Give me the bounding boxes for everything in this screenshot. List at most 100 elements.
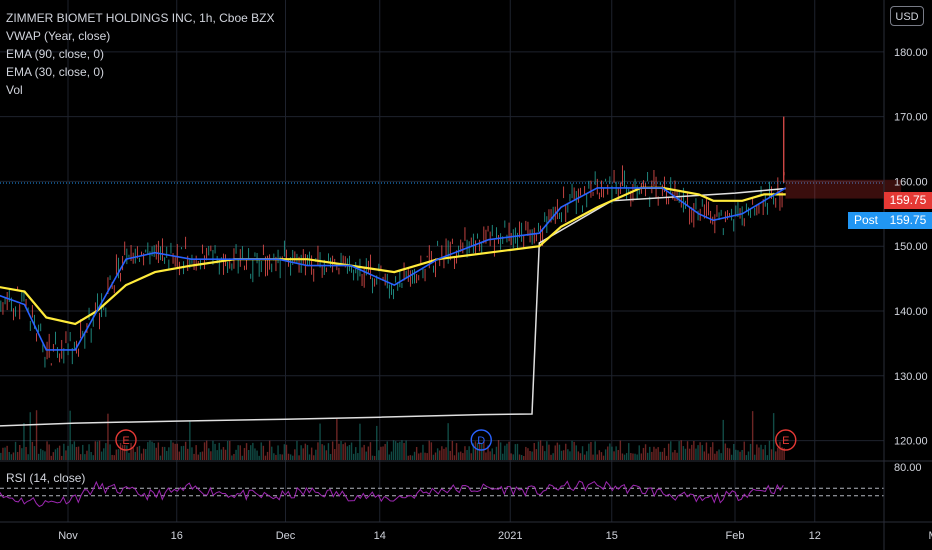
volume-bar: [155, 447, 157, 460]
volume-bar: [609, 443, 611, 460]
volume-bar: [166, 450, 168, 460]
volume-bar: [25, 446, 27, 460]
volume-bar: [394, 441, 397, 460]
volume-bar: [237, 445, 239, 460]
volume-bar: [539, 440, 542, 460]
volume-bar: [369, 442, 372, 460]
indicator-volume-label[interactable]: Vol: [6, 83, 23, 97]
volume-bar: [0, 452, 2, 460]
volume-bar: [770, 449, 773, 460]
volume-bar: [436, 448, 439, 460]
volume-bar: [216, 450, 218, 460]
volume-bar: [69, 410, 71, 460]
volume-bar: [56, 447, 59, 460]
volume-bar: [481, 442, 483, 460]
volume-bar: [113, 455, 115, 460]
volume-bar: [592, 454, 594, 460]
volume-bar: [600, 452, 603, 460]
earnings-marker-circle: [115, 429, 137, 451]
volume-bar: [531, 451, 533, 460]
earnings-event-marker[interactable]: E: [115, 429, 137, 451]
volume-bar: [583, 454, 586, 460]
volume-bar: [766, 455, 769, 460]
volume-bar: [285, 444, 288, 460]
volume-bar: [697, 445, 699, 460]
volume-bar: [397, 442, 399, 460]
volume-bar: [96, 441, 99, 460]
volume-bar: [197, 454, 199, 460]
volume-bar: [388, 454, 391, 460]
volume-bar: [352, 453, 355, 460]
volume-bar: [65, 450, 67, 460]
post-range-box: [785, 179, 902, 199]
volume-bar: [405, 440, 407, 460]
volume-bar: [611, 446, 613, 460]
indicator-vwap-label[interactable]: VWAP (Year, close): [6, 29, 111, 43]
volume-bar: [260, 442, 262, 460]
volume-bar: [579, 453, 582, 460]
volume-bar: [201, 451, 204, 460]
volume-bar: [483, 441, 485, 460]
volume-bar: [661, 451, 664, 460]
volume-bar: [350, 442, 353, 460]
volume-bar: [508, 441, 510, 460]
volume-bar: [117, 449, 120, 460]
volume-bar: [168, 447, 170, 460]
volume-bar: [514, 444, 517, 460]
currency-button[interactable]: USD: [890, 6, 924, 26]
x-tick-label: Feb: [726, 530, 745, 542]
volume-bar: [705, 442, 708, 460]
volume-bar: [703, 451, 706, 460]
volume-bar: [439, 450, 441, 460]
dividend-event-marker[interactable]: D: [470, 429, 492, 451]
volume-bar: [558, 444, 561, 460]
price-candles: [0, 165, 785, 368]
volume-bar: [373, 455, 376, 460]
earnings-event-marker[interactable]: E: [775, 429, 797, 451]
volume-bar: [184, 441, 187, 460]
volume-bar: [10, 454, 13, 460]
volume-bar: [245, 443, 248, 460]
volume-bar: [672, 452, 674, 460]
volume-bar: [182, 445, 185, 460]
indicator-ema30-label[interactable]: EMA (30, close, 0): [6, 65, 105, 79]
volume-bar: [296, 440, 298, 460]
volume-bar: [760, 444, 762, 460]
volume-bar: [126, 445, 128, 460]
volume-bar: [623, 454, 626, 460]
volume-bar: [720, 453, 722, 460]
volume-bar: [359, 423, 361, 460]
volume-bar: [567, 449, 569, 460]
volume-bar: [48, 444, 50, 460]
volume-bar: [371, 455, 374, 460]
volume-bar: [707, 453, 710, 460]
y-tick-label: 160.00: [894, 176, 928, 188]
volume-bar: [741, 450, 743, 460]
volume-bar: [208, 448, 210, 460]
volume-bar: [502, 453, 504, 460]
volume-bar: [77, 446, 80, 460]
indicator-ema90-label[interactable]: EMA (90, close, 0): [6, 47, 105, 61]
post-price-tag: 159.75: [884, 212, 932, 229]
volume-bar: [569, 451, 571, 460]
volume-bar: [726, 447, 729, 460]
volume-bar: [676, 452, 678, 460]
volume-bar: [457, 452, 460, 460]
volume-bar: [191, 447, 193, 460]
volume-bar: [199, 452, 202, 460]
volume-bar: [344, 442, 346, 460]
x-tick-label: 15: [606, 530, 618, 542]
rsi-label[interactable]: RSI (14, close): [6, 471, 86, 485]
x-tick-label: 12: [809, 530, 821, 542]
volume-bar: [718, 449, 720, 460]
volume-bar: [8, 451, 10, 460]
earnings-marker-label: E: [122, 435, 129, 447]
volume-bar: [552, 453, 554, 460]
volume-bar: [247, 450, 250, 460]
volume-bar: [266, 451, 269, 460]
volume-bar: [533, 443, 535, 460]
volume-bar: [392, 440, 395, 460]
volume-bar: [556, 442, 559, 460]
